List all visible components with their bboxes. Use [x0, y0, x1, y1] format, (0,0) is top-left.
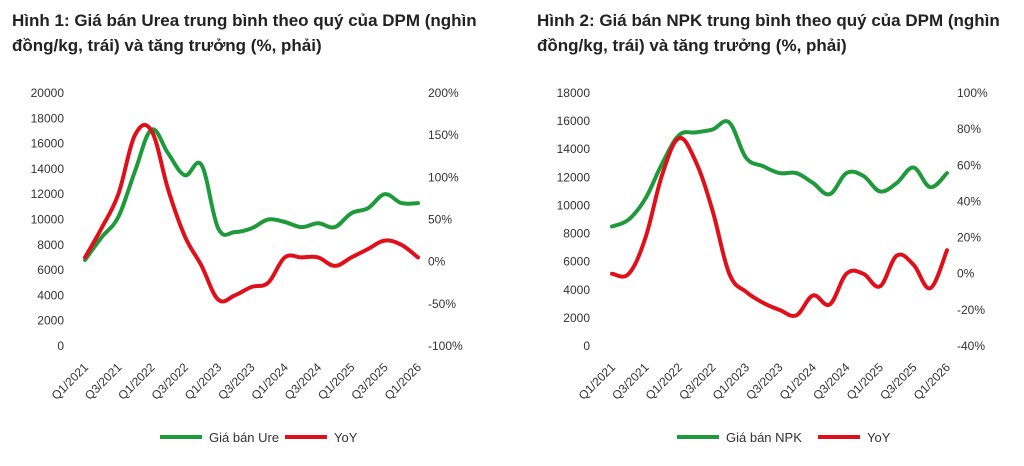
chart-npk: 0 2000 4000 6000 8000 10000 12000 14000 16000 180…	[557, 86, 988, 445]
y-left-tick-label: 20000	[31, 86, 65, 100]
chart-panel-urea: Hình 1: Giá bán Urea trung bình theo quý…	[12, 11, 477, 445]
x-tick-label: Q1/2026	[911, 360, 954, 403]
y-right-tick-label: 100%	[428, 170, 459, 184]
y-left-tick-label: 14000	[557, 142, 591, 156]
y-right-tick-label: 200%	[428, 86, 459, 100]
y-right-tick-label: 80%	[957, 122, 981, 136]
y-right-tick-label: 40%	[957, 194, 981, 208]
legend-entry: Giá bán NPK	[677, 430, 802, 445]
y-left-tick-label: 10000	[31, 213, 65, 227]
chart-title-npk: Hình 2: Giá bán NPK trung bình theo quý …	[537, 11, 1000, 55]
y-left-tick-label: 10000	[557, 198, 591, 212]
y-right-tick-label: -100%	[428, 339, 463, 353]
y-left-tick-label: 18000	[31, 111, 65, 125]
legend-label: Giá bán NPK	[726, 430, 802, 445]
y-left-tick-label: 12000	[557, 170, 591, 184]
y-left-tick-label: 14000	[31, 162, 65, 176]
y-left-tick-label: 4000	[563, 283, 590, 297]
y-left-tick-label: 8000	[37, 238, 64, 252]
y-left-tick-label: 16000	[31, 137, 65, 151]
y-right-tick-label: 20%	[957, 231, 981, 245]
chart-panel-npk: Hình 2: Giá bán NPK trung bình theo quý …	[512, 0, 1024, 466]
y-right-tick-label: 0%	[957, 267, 975, 281]
y-left-tick-label: 4000	[37, 288, 64, 302]
legend-label: Giá bán Ure	[209, 430, 279, 445]
legend-entry: Giá bán Ure	[160, 430, 279, 445]
series-line-price	[610, 119, 949, 229]
legend-entry: YoY	[285, 430, 358, 445]
y-left-tick-label: 18000	[557, 86, 591, 100]
y-right-tick-label: 150%	[428, 128, 459, 142]
series-line-yoy	[610, 136, 949, 318]
y-right-tick-label: -20%	[957, 303, 985, 317]
y-left-tick-label: 8000	[563, 227, 590, 241]
y-right-tick-label: 100%	[957, 86, 988, 100]
y-left-tick-label: 2000	[563, 311, 590, 325]
legend-entry: YoY	[818, 430, 891, 445]
y-left-tick-label: 2000	[37, 314, 64, 328]
series-line-price	[83, 127, 420, 262]
y-left-tick-label: 6000	[563, 255, 590, 269]
legend-label: YoY	[334, 430, 358, 445]
y-right-tick-label: 60%	[957, 158, 981, 172]
series-line-yoy	[83, 122, 420, 304]
x-tick-label: Q1/2026	[382, 360, 425, 403]
y-left-tick-label: 16000	[557, 114, 591, 128]
chart-title-urea: Hình 1: Giá bán Urea trung bình theo quý…	[12, 11, 477, 55]
y-right-tick-label: -50%	[428, 297, 456, 311]
y-left-tick-label: 12000	[31, 187, 65, 201]
y-left-tick-label: 0	[583, 339, 590, 353]
y-right-tick-label: 50%	[428, 213, 452, 227]
legend-label: YoY	[867, 430, 891, 445]
y-left-tick-label: 0	[57, 339, 64, 353]
y-left-tick-label: 6000	[37, 263, 64, 277]
y-right-tick-label: -40%	[957, 339, 985, 353]
y-right-tick-label: 0%	[428, 255, 446, 269]
chart-urea: 0 2000 4000 6000 8000 10000 12000 14000 16000 180…	[31, 86, 463, 445]
